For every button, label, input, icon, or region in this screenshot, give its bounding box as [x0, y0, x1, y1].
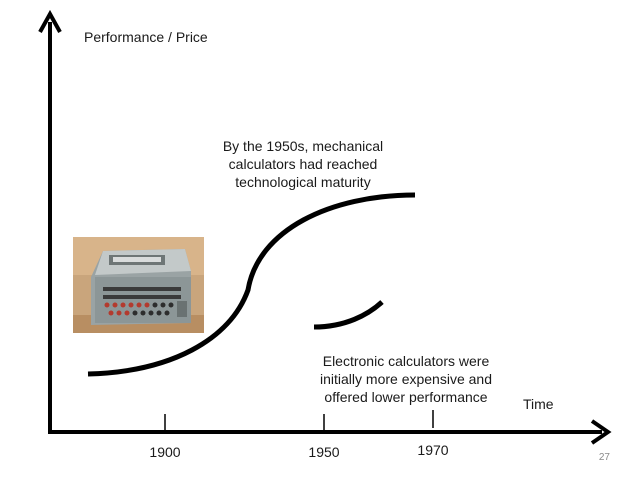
electronic-calculators-note: Electronic calculators were initially mo…: [320, 353, 492, 405]
y-axis-arrowhead: [38, 9, 62, 33]
y-axis-label: Performance / Price: [84, 29, 208, 45]
tick-label-1950: 1950: [308, 444, 340, 460]
calculator-photo: [73, 237, 204, 333]
mechanical-s-curve: [87, 192, 416, 377]
mechanical-maturity-note: By the 1950s, mechanical calculators had…: [222, 138, 384, 190]
electronic-curve: [313, 300, 384, 330]
tick-label-1900: 1900: [149, 444, 181, 460]
tick-label-1970: 1970: [417, 442, 449, 458]
page-number: 27: [598, 452, 610, 463]
x-axis-label: Time: [523, 396, 554, 412]
x-axis-arrowhead: [590, 419, 612, 445]
